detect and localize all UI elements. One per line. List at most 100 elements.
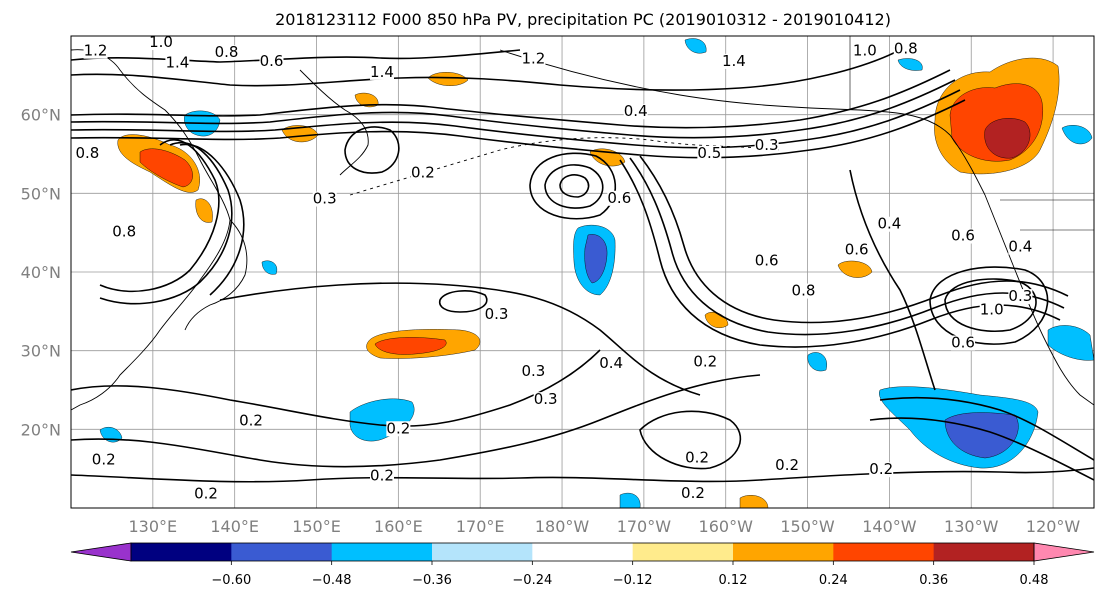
contour-label: 0.4 (877, 215, 902, 233)
pv-contour-jet-4 (71, 99, 966, 159)
colorbar-ticks: −0.60 −0.48 −0.36 −0.24 −0.12 0.12 0.24 0.36 0.4… (211, 561, 1048, 588)
contour-label-bg (1008, 239, 1033, 255)
pv-contour-nw-loop-3 (179, 143, 245, 296)
longitude-label: 150°E (292, 517, 341, 536)
contour-label-text: 0.3 (534, 390, 558, 408)
pv-contours (71, 49, 1094, 483)
contour-label-bg (791, 283, 816, 299)
contour-label: 1.4 (165, 53, 190, 71)
contour-label: 0.3 (312, 190, 337, 208)
contour-label-bg (75, 145, 100, 161)
precip-negative-small-5 (619, 492, 641, 508)
contour-label-bg (91, 452, 116, 468)
contour-label-bg (951, 228, 976, 244)
contour-label-text: 0.6 (260, 52, 284, 70)
contour-label: 0.2 (194, 485, 219, 503)
contour-label: 1.2 (83, 42, 108, 60)
pv-contour-south-loop (639, 410, 742, 470)
contour-label-bg (149, 35, 174, 51)
contour-label-bg (979, 302, 1004, 318)
contour-label: 0.4 (599, 354, 624, 372)
pv-contour-south-wavy (71, 467, 1094, 483)
pv-contour-se-2 (869, 417, 1094, 481)
colorbar-segment (632, 543, 734, 561)
contour-label: 0.2 (680, 484, 705, 502)
precip-negative-small-3 (807, 352, 827, 372)
pv-contour-mid-oval (438, 290, 488, 313)
contour-label-text: 0.6 (951, 227, 975, 245)
coastline-japan (184, 219, 248, 331)
contour-label: 0.6 (754, 252, 779, 270)
precip-negative-small-6 (261, 260, 278, 275)
contour-label-text: 1.2 (84, 42, 108, 60)
contour-label-bg (951, 335, 976, 351)
contour-label-bg (239, 413, 264, 429)
contour-label-text: 0.3 (1008, 287, 1032, 305)
colorbar-tick-label: −0.12 (613, 573, 653, 588)
contour-label-text: 0.3 (485, 305, 509, 323)
contour-label-text: 0.2 (386, 419, 410, 437)
contour-label-bg (754, 253, 779, 269)
colorbar: −0.60 −0.48 −0.36 −0.24 −0.12 0.12 0.24 0.36 0.4… (70, 542, 1095, 588)
contour-label-bg (877, 216, 902, 232)
pv-contour-jet-2 (71, 79, 956, 139)
pv-contour-trough-1 (619, 159, 1061, 348)
contour-label-bg (312, 191, 337, 207)
contour-labels: 1.0 1.2 0.8 1.4 0.6 1.4 1.2 1.4 1.0 0.8 0.4 0.5 0.3 0… (75, 33, 1033, 503)
coastline-canada-border (849, 36, 1094, 231)
colorbar-tick-label: 0.24 (819, 573, 848, 588)
longitude-label: 180°W (535, 517, 590, 536)
colorbar-frame (130, 542, 1035, 562)
contour-label-bg (521, 363, 546, 379)
contour-label-bg (521, 51, 546, 67)
contour-label: 0.3 (1008, 287, 1033, 305)
contour-label: 0.4 (623, 102, 648, 120)
contour-label-text: 0.2 (411, 164, 435, 182)
contour-label-bg (214, 45, 239, 61)
contour-label: 0.8 (214, 43, 239, 61)
contour-label: 0.6 (259, 52, 284, 70)
longitude-label: 170°E (456, 517, 505, 536)
contour-label: 1.4 (369, 63, 394, 81)
colorbar-segment (432, 543, 533, 561)
map-content (71, 36, 1094, 508)
colorbar-tick-label: −0.36 (412, 573, 452, 588)
contour-label: 0.3 (521, 362, 546, 380)
longitude-label: 150°W (780, 517, 835, 536)
precip-negative-ne (1047, 325, 1094, 361)
precip-positive-small-3 (837, 260, 873, 278)
precip-positive-small-6 (739, 495, 769, 508)
colorbar-tick-label: 0.12 (719, 573, 748, 588)
colorbar-segment (532, 543, 634, 561)
contour-label: 0.8 (893, 39, 918, 57)
contour-label: 0.5 (697, 144, 722, 162)
precip-negative-small-4 (684, 38, 707, 54)
contour-label: 0.2 (386, 419, 411, 437)
contour-label: 0.2 (369, 466, 394, 484)
pv-contour-east-1 (849, 169, 936, 391)
contour-label: 0.8 (791, 282, 816, 300)
contour-label: 0.2 (91, 451, 116, 469)
contour-label: 0.6 (844, 241, 869, 259)
coastline-kamchatka (299, 69, 369, 176)
pv-contour-se-1 (879, 396, 1094, 461)
contour-label-text: 0.2 (239, 411, 263, 429)
contour-label: 0.8 (75, 144, 100, 162)
contour-label-text: 1.4 (370, 63, 394, 81)
contour-label-text: 1.0 (149, 33, 173, 51)
coastline-alaska (499, 49, 986, 196)
pv-contour-mid-1 (219, 282, 701, 396)
pv-contour-nw-loop (99, 139, 220, 293)
contour-label-text: 0.4 (599, 354, 623, 372)
longitude-label: 140°E (210, 517, 259, 536)
contour-label: 0.8 (112, 223, 137, 241)
contour-label: 0.2 (685, 448, 710, 466)
contour-label-text: 1.2 (521, 50, 545, 68)
contour-label: 0.2 (410, 164, 435, 182)
contour-label-bg (852, 43, 877, 59)
pv-contour-sw-2 (71, 374, 761, 468)
contour-label-bg (685, 450, 710, 466)
contour-label-bg (869, 462, 894, 478)
contour-label: 1.0 (979, 300, 1004, 318)
